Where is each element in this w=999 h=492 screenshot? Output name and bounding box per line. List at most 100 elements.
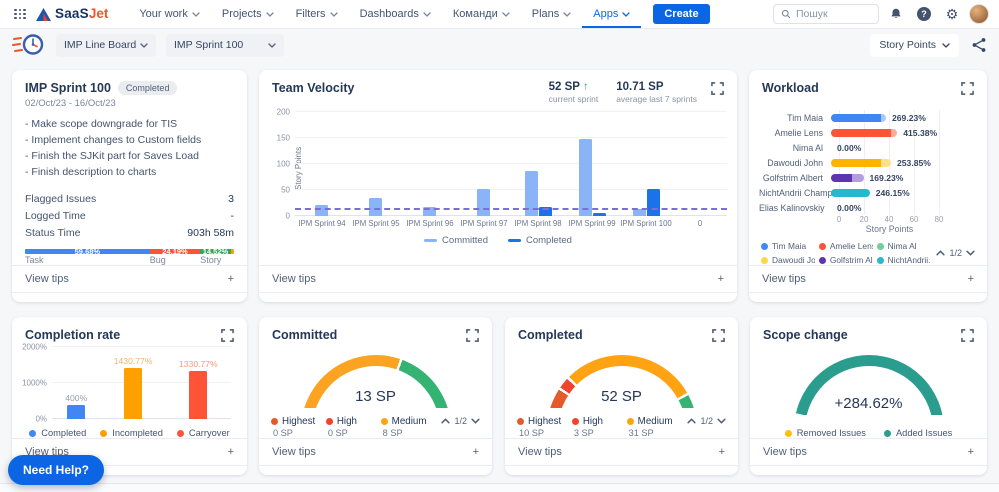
completion-rate-card: Completion rate 0% 1000% 2000% 400% 1430.77%… xyxy=(12,317,247,475)
view-tips-link[interactable]: View tips xyxy=(25,273,69,285)
view-tips-row: View tips + xyxy=(505,438,738,466)
workload-bar xyxy=(831,188,870,197)
view-tips-link[interactable]: View tips xyxy=(272,446,316,458)
velocity-bar-group xyxy=(349,112,403,216)
expand-icon[interactable] xyxy=(712,329,725,347)
nav-item-0[interactable]: Your work xyxy=(128,0,211,28)
workload-row: Dawoudi John 253.85% xyxy=(759,155,981,170)
need-help-button[interactable]: Need Help? xyxy=(8,455,105,485)
legend-item[interactable]: Carryover xyxy=(176,428,230,438)
y-tick-label: 0% xyxy=(35,414,47,424)
completed-card: Completed 52 SP Highest 10 SP High 3 SP Medi… xyxy=(505,317,738,475)
sprint-dates: 02/Oct/23 - 16/Oct/23 xyxy=(25,98,116,109)
chevron-up-icon[interactable] xyxy=(687,418,697,424)
legend-item[interactable]: High 0 SP xyxy=(325,416,357,438)
legend-item[interactable]: Amelie Lens xyxy=(818,241,873,251)
legend-item[interactable]: Added Issues xyxy=(883,428,952,438)
view-tips-link[interactable]: View tips xyxy=(272,273,316,285)
legend-item[interactable]: Golfstrim Al... xyxy=(818,255,873,265)
app-switcher-icon[interactable] xyxy=(14,8,26,20)
plus-icon[interactable]: + xyxy=(227,273,234,285)
workload-row: Tim Maia 269.23% xyxy=(759,110,981,125)
legend-item[interactable]: Removed Issues xyxy=(784,428,866,438)
search-input[interactable] xyxy=(796,8,871,20)
sprint-title: IMP Sprint 100 xyxy=(25,81,111,95)
page-indicator: 1/2 xyxy=(700,416,713,426)
assignee-name: Tim Maia xyxy=(787,112,823,123)
chevron-up-icon[interactable] xyxy=(936,250,946,256)
y-tick-label: 100 xyxy=(276,159,290,169)
velocity-bar-committed xyxy=(632,209,646,216)
committed-gauge: 13 SP xyxy=(300,355,451,408)
legend-item-completed[interactable]: Completed xyxy=(507,235,572,246)
workload-bar xyxy=(831,113,881,122)
view-tips-link[interactable]: View tips xyxy=(518,446,562,458)
committed-card: Committed 13 SP Highest 0 SP High 0 SP Mediu… xyxy=(259,317,492,475)
view-tips-link[interactable]: View tips xyxy=(762,273,806,285)
legend-item[interactable]: Nima Al xyxy=(876,241,931,251)
expand-icon[interactable] xyxy=(466,329,479,347)
legend-item[interactable]: Medium 8 SP xyxy=(380,416,427,438)
notifications-icon[interactable] xyxy=(885,3,907,25)
create-button[interactable]: Create xyxy=(653,4,710,24)
legend-item[interactable]: Medium 31 SP xyxy=(626,416,673,438)
nav-item-2[interactable]: Filters xyxy=(285,0,349,28)
user-avatar[interactable] xyxy=(969,4,989,24)
card-title: Team Velocity xyxy=(272,81,355,95)
completion-bar xyxy=(189,371,208,419)
metric-select[interactable]: Story Points xyxy=(870,33,959,57)
legend-item[interactable]: Dawoudi John xyxy=(761,255,815,265)
legend-item[interactable]: Highest 10 SP xyxy=(517,416,562,438)
legend-item[interactable]: NichtAndrii... xyxy=(876,255,930,265)
team-velocity-card: Team Velocity 52 SP ↑ current sprint 10.… xyxy=(259,70,737,302)
page-indicator: 1/2 xyxy=(949,248,962,258)
nav-item-1[interactable]: Projects xyxy=(211,0,285,28)
legend-item[interactable]: Tim Maia xyxy=(761,241,815,251)
plus-icon[interactable]: + xyxy=(717,273,724,285)
app-clock-logo-icon xyxy=(12,34,44,55)
legend-item[interactable]: Highest 0 SP xyxy=(271,416,316,438)
sprint-stat-row: Logged Time - xyxy=(25,210,234,222)
chevron-up-icon[interactable] xyxy=(441,418,451,424)
chevron-down-icon[interactable] xyxy=(717,418,726,424)
chevron-down-icon[interactable] xyxy=(471,418,480,424)
view-tips-link[interactable]: View tips xyxy=(763,446,807,458)
plus-icon[interactable]: + xyxy=(718,446,725,458)
nav-item-5[interactable]: Plans xyxy=(521,0,583,28)
expand-icon[interactable] xyxy=(221,329,234,347)
completed-gauge: 52 SP xyxy=(546,355,697,408)
nav-item-6[interactable]: Apps xyxy=(582,0,641,28)
saasjet-logo[interactable]: SaaSJet xyxy=(36,5,108,23)
x-tick-label: 80 xyxy=(934,215,944,224)
nav-item-3[interactable]: Dashboards xyxy=(349,0,442,28)
board-select[interactable]: IMP Line Board xyxy=(56,33,156,57)
nav-item-4[interactable]: Команди xyxy=(442,0,521,28)
scope-change-card: Scope change +284.62% Removed Issues Adde… xyxy=(750,317,987,475)
expand-icon[interactable] xyxy=(711,82,724,100)
workload-row: NichtAndrii Champel 246.15% xyxy=(759,185,981,200)
expand-icon[interactable] xyxy=(961,329,974,347)
legend-item[interactable]: High 3 SP xyxy=(571,416,603,438)
legend-item[interactable]: Incompleted xyxy=(100,428,163,438)
workload-row: Amelie Lens 415.38% xyxy=(759,125,981,140)
plus-icon[interactable]: + xyxy=(967,446,974,458)
share-icon[interactable] xyxy=(971,37,987,53)
expand-icon[interactable] xyxy=(961,82,974,100)
bar-value-label: 1330.77% xyxy=(178,359,218,370)
settings-gear-icon[interactable]: ⚙ xyxy=(945,6,959,22)
legend-item-committed[interactable]: Committed xyxy=(424,235,488,246)
help-icon[interactable]: ? xyxy=(913,3,935,25)
plus-icon[interactable]: + xyxy=(227,446,234,458)
sprint-select[interactable]: IMP Sprint 100 xyxy=(166,33,284,57)
velocity-bar-completed xyxy=(592,213,606,216)
workload-percent: 246.15% xyxy=(875,187,910,198)
gridline xyxy=(295,137,727,138)
current-sprint-caption: current sprint xyxy=(548,94,599,104)
plus-icon[interactable]: + xyxy=(472,446,479,458)
chevron-down-icon[interactable] xyxy=(966,250,975,256)
workload-percent: 0.00% xyxy=(837,142,862,153)
average-line xyxy=(295,208,727,211)
plus-icon[interactable]: + xyxy=(967,273,974,285)
legend-item[interactable]: Completed xyxy=(29,428,86,438)
gridline xyxy=(52,346,231,347)
